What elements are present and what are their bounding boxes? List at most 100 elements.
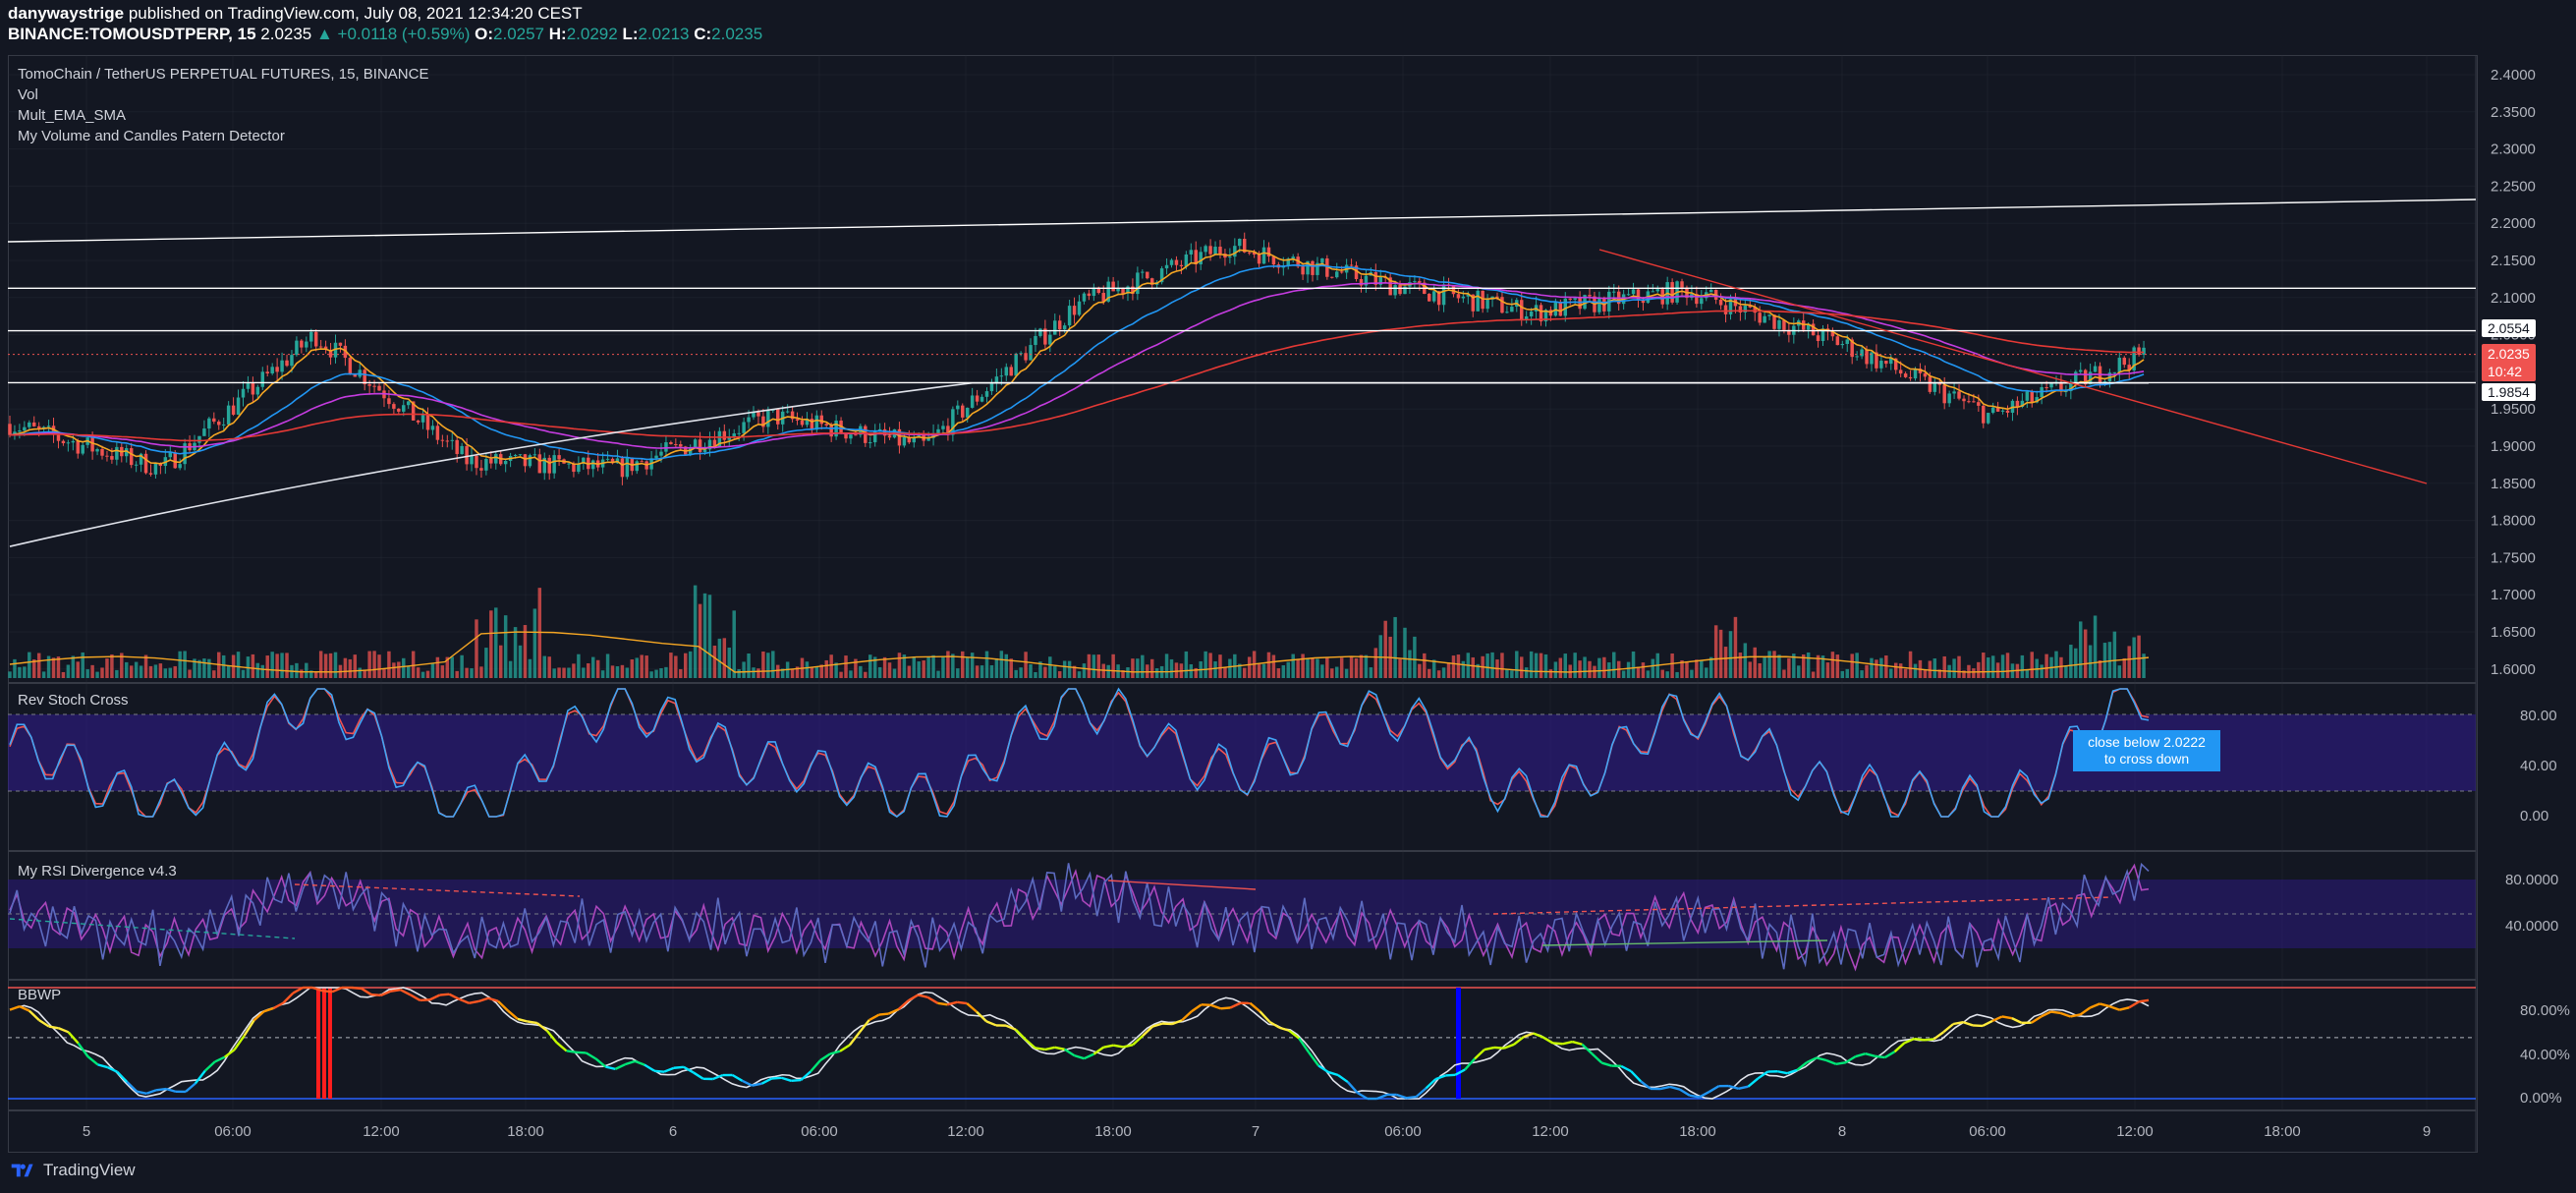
volume-bar xyxy=(440,665,445,678)
candle-body xyxy=(518,454,523,456)
volume-bar xyxy=(1626,661,1631,678)
volume-bar xyxy=(2112,631,2117,678)
candle-body xyxy=(528,455,532,467)
volume-bar xyxy=(1990,655,1995,678)
volume-bar xyxy=(659,667,663,678)
volume-bar xyxy=(508,660,513,678)
volume-bar xyxy=(2044,653,2048,678)
bbwp-segment xyxy=(536,1022,548,1032)
candle-body xyxy=(1441,284,1446,306)
candle-body xyxy=(557,455,561,460)
bbwp-segment xyxy=(780,1076,792,1082)
bbwp-segment xyxy=(1015,1028,1027,1041)
volume-bar xyxy=(1485,653,1489,678)
candle-body xyxy=(280,360,284,372)
volume-bar xyxy=(595,659,600,678)
price-tick-label: 1.7000 xyxy=(2491,587,2536,603)
bbwp-segment xyxy=(214,1055,226,1063)
price-change: ▲ +0.0118 (+0.59%) xyxy=(316,25,471,43)
bbwp-segment xyxy=(497,999,509,1012)
candle-body xyxy=(95,449,99,452)
volume-bar xyxy=(868,654,872,678)
indicator-vol[interactable]: Vol xyxy=(18,86,38,103)
indicator-mult-ema-sma[interactable]: Mult_EMA_SMA xyxy=(18,107,127,124)
candle-body xyxy=(90,437,94,452)
volume-bar xyxy=(1131,658,1135,678)
volume-bar xyxy=(105,658,109,678)
author-name[interactable]: danywaystrige xyxy=(8,4,125,23)
candle-body xyxy=(2079,369,2083,372)
candle-body xyxy=(1213,247,1217,255)
candle-body xyxy=(1233,246,1237,257)
volume-bar xyxy=(1860,670,1864,678)
bbwp-segment xyxy=(1092,1046,1105,1055)
bbwp-segment xyxy=(1406,1095,1417,1100)
volume-bar xyxy=(1024,652,1028,678)
candle-body xyxy=(693,439,698,448)
candle-body xyxy=(984,391,989,397)
footer-brand[interactable]: TradingView xyxy=(8,1156,136,1185)
volume-bar xyxy=(36,653,41,678)
volume-bar xyxy=(761,651,765,678)
candle-body xyxy=(1431,291,1436,302)
volume-bar xyxy=(1408,650,1412,678)
bbwp-segment xyxy=(1171,1019,1183,1026)
candle-body xyxy=(1898,369,1903,374)
candle-body xyxy=(430,426,435,430)
candle-body xyxy=(290,355,294,367)
bbwp-segment xyxy=(2070,1013,2081,1018)
volume-bar xyxy=(1845,668,1849,678)
rsi-pane-title[interactable]: My RSI Divergence v4.3 xyxy=(18,863,177,880)
volume-bar xyxy=(752,667,756,678)
candle-body xyxy=(13,431,17,435)
volume-bar xyxy=(1763,656,1766,678)
volume-bar xyxy=(1879,657,1883,678)
candle-body xyxy=(1009,367,1013,376)
stoch-band xyxy=(8,714,2476,791)
bbwp-segment xyxy=(1562,1040,1573,1046)
candle-body xyxy=(36,426,41,428)
volume-bar xyxy=(2025,669,2030,678)
indicator-pattern-detector[interactable]: My Volume and Candles Patern Detector xyxy=(18,128,285,144)
volume-bar xyxy=(644,655,648,678)
bbwp-pane-title[interactable]: BBWP xyxy=(18,987,62,1003)
stoch-pane-title[interactable]: Rev Stoch Cross xyxy=(18,692,129,709)
volume-bar xyxy=(1111,653,1115,678)
volume-bar xyxy=(1043,666,1047,678)
volume-bar xyxy=(1238,663,1242,678)
bbwp-segment xyxy=(1445,1073,1456,1077)
candle-body xyxy=(2102,381,2107,383)
candle-body xyxy=(1928,376,1932,392)
volume-bar xyxy=(1792,653,1796,678)
candle-body xyxy=(1218,247,1222,255)
volume-bar xyxy=(1986,657,1990,678)
bbwp-segment xyxy=(605,1065,616,1071)
bbwp-segment xyxy=(1396,1093,1407,1100)
volume-bar xyxy=(2098,660,2102,678)
candle-body xyxy=(542,457,546,474)
candle-body xyxy=(1850,339,1854,358)
candle-body xyxy=(475,455,478,469)
volume-bar xyxy=(946,651,950,678)
volume-bar xyxy=(2005,653,2010,678)
candle-body xyxy=(1048,334,1052,345)
volume-bar xyxy=(635,657,639,678)
candle-body xyxy=(1695,294,1699,305)
candle-body xyxy=(1500,297,1504,313)
candle-body xyxy=(747,417,751,423)
bbwp-segment xyxy=(1220,1006,1231,1010)
candle-body xyxy=(1763,315,1766,323)
volume-bar xyxy=(1149,658,1154,678)
candle-body xyxy=(1311,260,1315,275)
volume-bar xyxy=(460,654,464,678)
volume-bar xyxy=(445,656,450,678)
time-tick-label: 18:00 xyxy=(1094,1123,1132,1140)
volume-bar xyxy=(503,615,508,678)
time-tick-label: 9 xyxy=(2423,1123,2431,1140)
volume-bar xyxy=(572,663,576,678)
candle-body xyxy=(1301,266,1305,275)
bbwp-segment xyxy=(1620,1064,1632,1073)
level-badge-lower: 1.9854 xyxy=(2482,383,2536,401)
volume-bar xyxy=(1286,661,1290,678)
